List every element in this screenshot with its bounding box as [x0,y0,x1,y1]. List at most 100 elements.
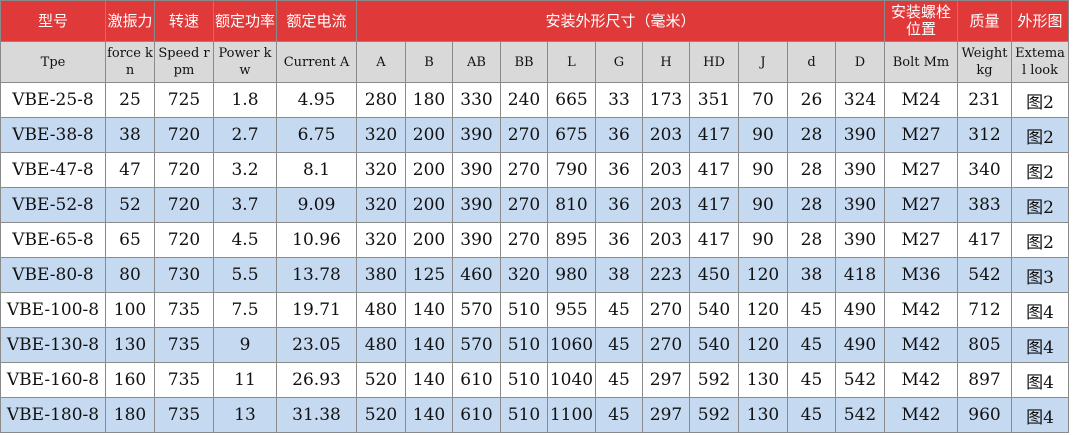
table-cell: M36 [884,257,958,293]
header-en-cell: G [595,41,643,83]
table-cell: 270 [642,327,690,363]
table-cell: 231 [957,82,1012,118]
table-cell: 6.75 [276,117,357,153]
table-cell: 120 [738,292,788,328]
table-cell: 130 [105,327,155,363]
table-cell: 200 [405,222,453,258]
table-cell: 418 [835,257,885,293]
table-cell: 45 [595,362,643,398]
table-cell: 90 [738,152,788,188]
table-cell: 417 [957,222,1012,258]
table-cell: 390 [452,187,501,223]
table-cell: VBE-52-8 [0,187,106,223]
table-cell: 490 [835,292,885,328]
table-cell: 240 [500,82,548,118]
table-cell: 380 [356,257,406,293]
table-cell: 9.09 [276,187,357,223]
table-cell: 36 [595,187,643,223]
header-cn-cell: 激振力 [105,0,155,42]
header-en-cell: J [738,41,788,83]
table-cell: 28 [787,117,836,153]
header-cn-cell: 安装螺栓位置 [884,0,958,42]
header-en-cell: Weight kg [957,41,1012,83]
table-cell: M27 [884,152,958,188]
table-cell: 38 [787,257,836,293]
table-cell: 735 [154,362,214,398]
table-cell: 36 [595,152,643,188]
table-cell: 47 [105,152,155,188]
table-cell: 735 [154,292,214,328]
table-cell: 45 [787,327,836,363]
table-cell: 70 [738,82,788,118]
table-cell: 955 [547,292,596,328]
table-cell: 11 [213,362,277,398]
table-cell: 图3 [1011,257,1069,293]
table-cell: 417 [689,222,739,258]
table-cell: 28 [787,222,836,258]
table-cell: 203 [642,152,690,188]
header-en-cell: Extema l look [1011,41,1069,83]
table-row: VBE-47-8 47 720 3.2 8.1 320 200 390 270 790 36 203 4… [0,152,1069,188]
table-cell: 23.05 [276,327,357,363]
table-cell: 540 [689,292,739,328]
table-cell: 297 [642,362,690,398]
table-cell: 13.78 [276,257,357,293]
table-cell: 450 [689,257,739,293]
table-cell: 570 [452,292,501,328]
header-en-cell: Tpe [0,41,106,83]
table-cell: 200 [405,187,453,223]
table-row: VBE-38-8 38 720 2.7 6.75 320 200 390 270 675 36 203… [0,117,1069,153]
table-cell: M42 [884,292,958,328]
header-en-cell: L [547,41,596,83]
table-cell: 417 [689,152,739,188]
table-cell: 390 [452,222,501,258]
header-cn-cell: 转速 [154,0,214,42]
table-cell: VBE-65-8 [0,222,106,258]
table-cell: 330 [452,82,501,118]
table-cell: 312 [957,117,1012,153]
table-cell: 1060 [547,327,596,363]
table-cell: VBE-100-8 [0,292,106,328]
header-en-cell: Power kw [213,41,277,83]
header-en-cell: D [835,41,885,83]
table-cell: VBE-180-8 [0,397,106,433]
table-cell: 351 [689,82,739,118]
table-cell: 120 [738,257,788,293]
table-cell: 897 [957,362,1012,398]
table-cell: 4.95 [276,82,357,118]
table-cell: 图2 [1011,187,1069,223]
table-cell: 图2 [1011,82,1069,118]
table-cell: 203 [642,222,690,258]
table-cell: 570 [452,327,501,363]
table-cell: 542 [957,257,1012,293]
table-cell: 720 [154,187,214,223]
table-cell: 895 [547,222,596,258]
table-cell: 65 [105,222,155,258]
table-cell: 280 [356,82,406,118]
table-cell: 675 [547,117,596,153]
table-cell: 542 [835,397,885,433]
table-cell: 390 [452,152,501,188]
table-cell: 480 [356,327,406,363]
table-cell: 45 [787,397,836,433]
table-cell: 5.5 [213,257,277,293]
table-cell: 390 [835,152,885,188]
table-cell: 320 [356,152,406,188]
header-en-cell: B [405,41,453,83]
table-cell: 140 [405,327,453,363]
table-cell: 417 [689,187,739,223]
table-cell: 610 [452,397,501,433]
header-en-cell: AB [452,41,501,83]
table-cell: 297 [642,397,690,433]
table-cell: 90 [738,222,788,258]
table-cell: 592 [689,362,739,398]
table-cell: M27 [884,117,958,153]
table-cell: 图4 [1011,292,1069,328]
table-cell: 340 [957,152,1012,188]
table-cell: 100 [105,292,155,328]
table-cell: 320 [356,222,406,258]
table-cell: 510 [500,327,548,363]
table-cell: 203 [642,117,690,153]
